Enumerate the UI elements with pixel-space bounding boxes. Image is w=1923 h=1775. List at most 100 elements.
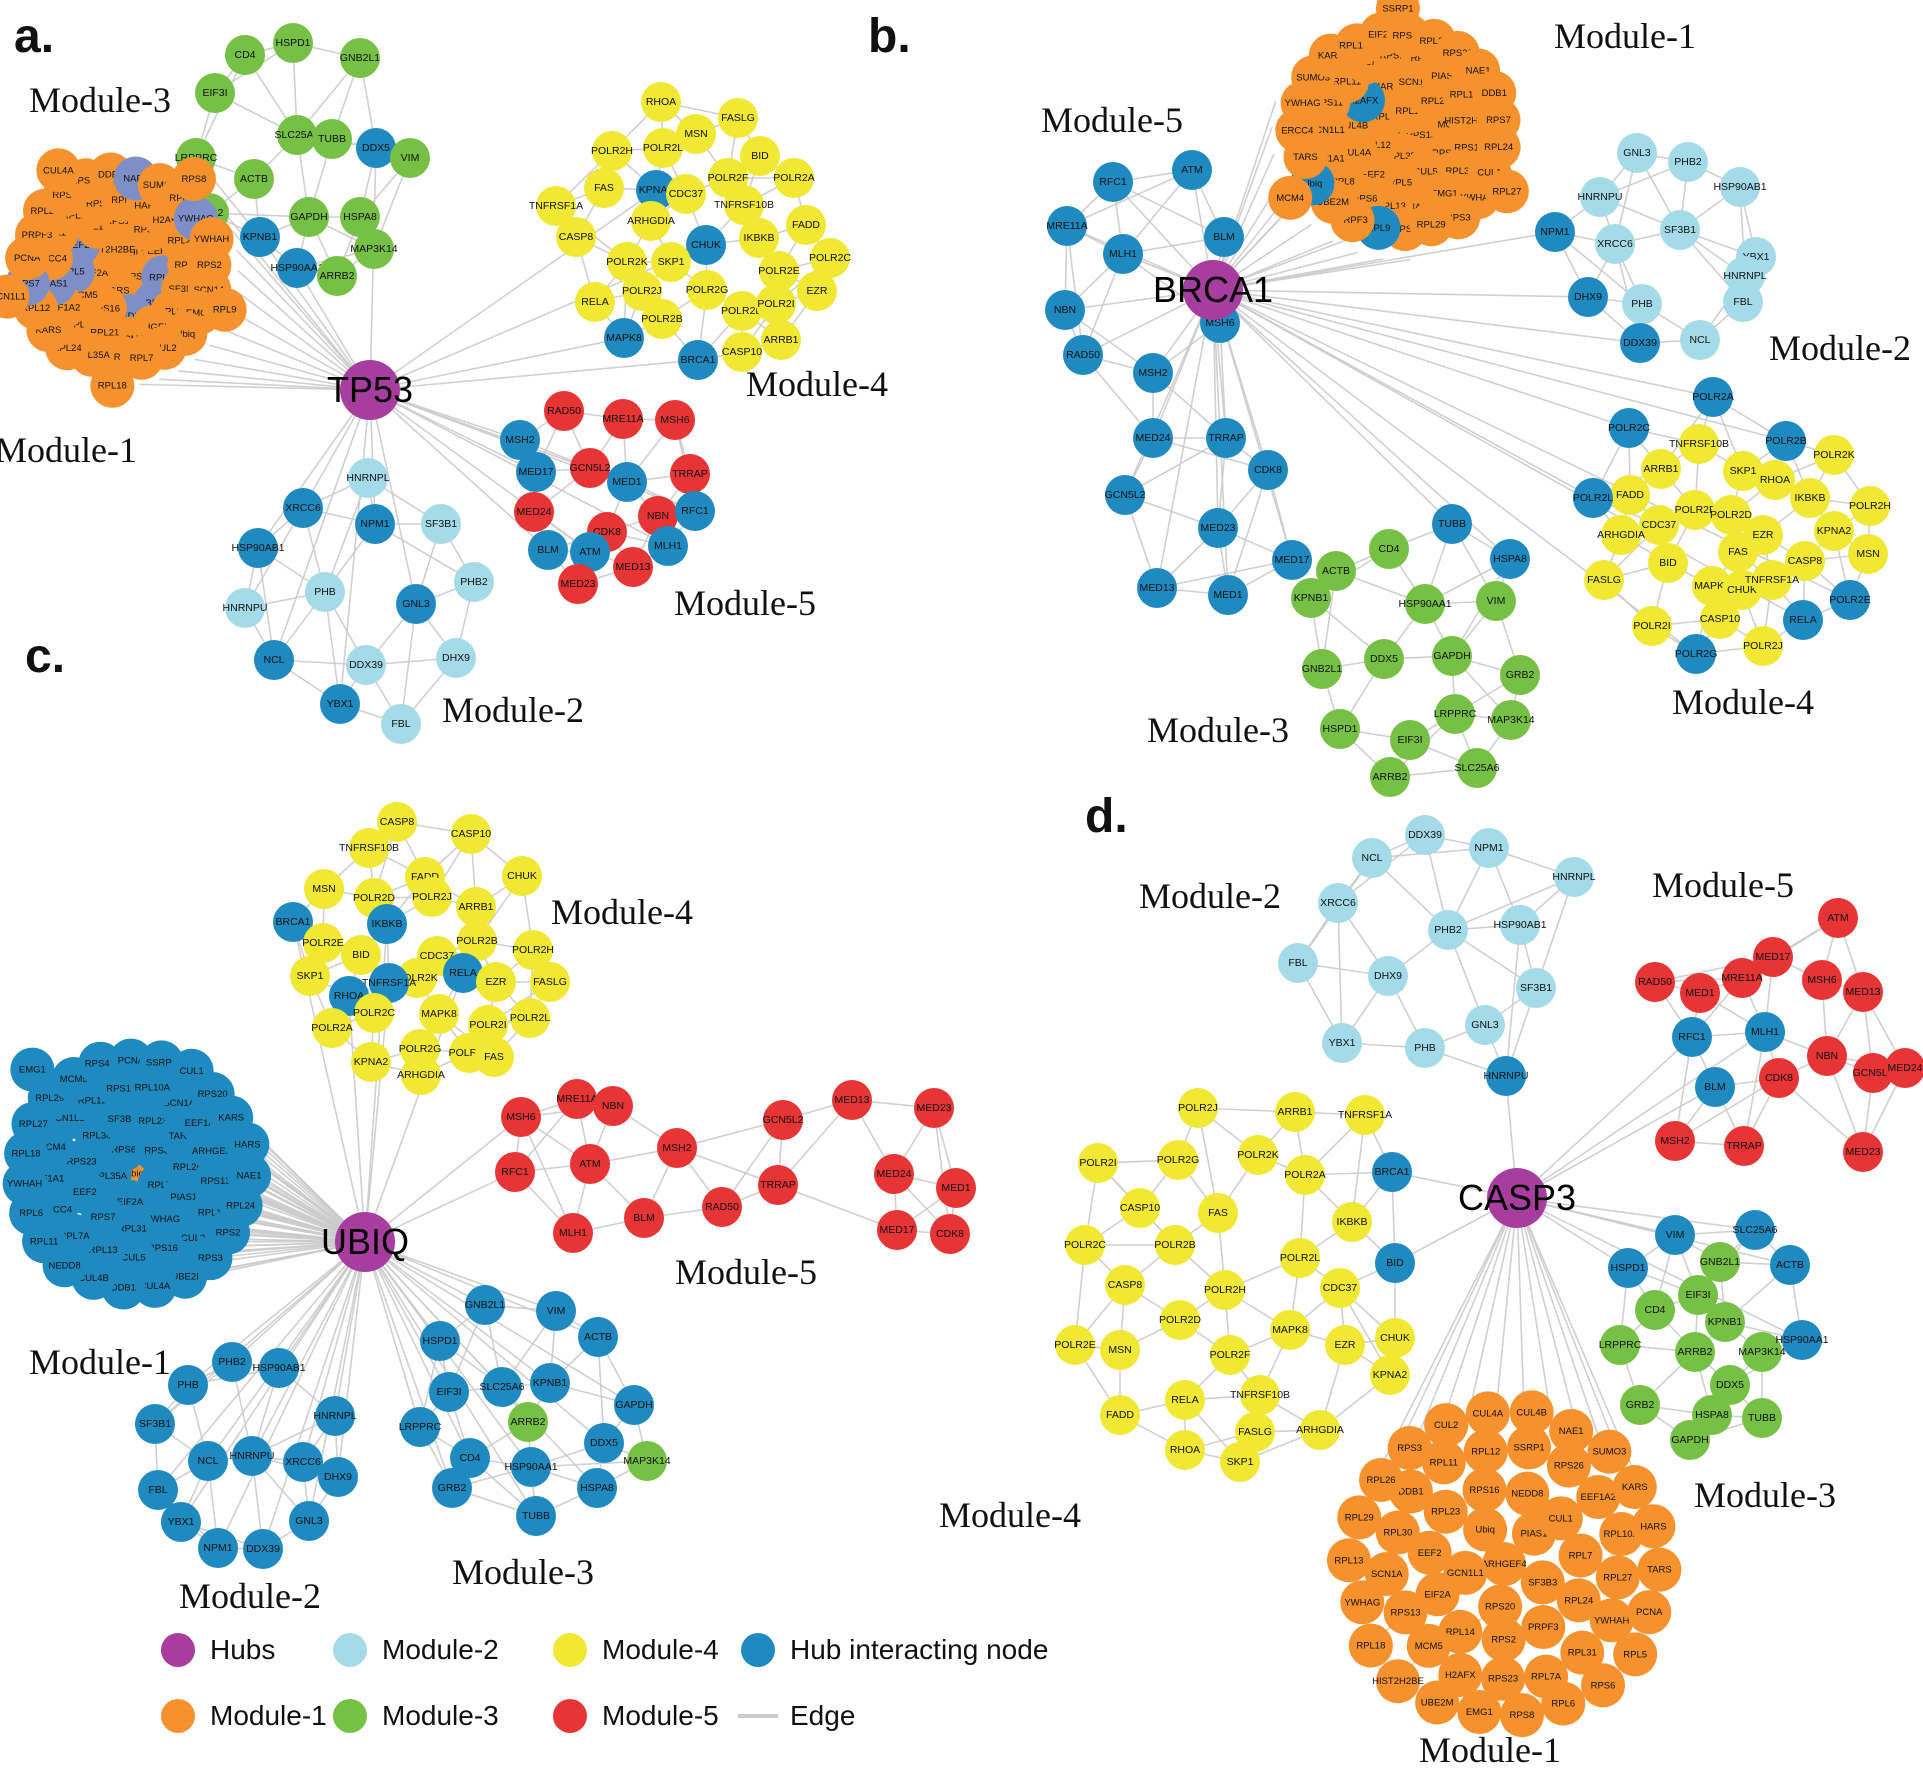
node-ARRB2[interactable]: ARRB2: [1675, 1332, 1715, 1372]
node-RPS26[interactable]: RPS26: [1546, 1443, 1591, 1488]
node-POLR2J[interactable]: POLR2J: [1743, 626, 1783, 666]
node-circle-RAD50[interactable]: [1063, 335, 1103, 375]
node-circle-MED23[interactable]: [1843, 1132, 1883, 1172]
node-circle-XRCC6[interactable]: [283, 488, 323, 528]
node-HSP90AB1[interactable]: HSP90AB1: [1493, 905, 1547, 945]
node-circle-EMG1[interactable]: [10, 1047, 55, 1092]
node-circle-POLR2C[interactable]: [354, 993, 394, 1033]
node-circle-MSN[interactable]: [1100, 1330, 1140, 1370]
node-SKP1[interactable]: SKP1: [1723, 451, 1763, 491]
node-EZR[interactable]: EZR: [1325, 1325, 1365, 1365]
node-circle-FBL[interactable]: [381, 704, 421, 744]
node-circle-MED13[interactable]: [613, 547, 653, 587]
node-POLR2L[interactable]: POLR2L: [1280, 1238, 1320, 1278]
node-MLH1[interactable]: MLH1: [648, 526, 688, 566]
node-circle-RPL12[interactable]: [1463, 1429, 1508, 1474]
node-circle-MED13[interactable]: [832, 1080, 872, 1120]
node-circle-RAD50[interactable]: [702, 1187, 742, 1227]
node-EIF3I[interactable]: EIF3I: [1678, 1275, 1718, 1315]
node-circle-EZR[interactable]: [476, 962, 516, 1002]
node-SKP1[interactable]: SKP1: [290, 956, 330, 996]
node-EZR[interactable]: EZR: [797, 271, 837, 311]
node-DDX5[interactable]: DDX5: [1710, 1365, 1750, 1405]
node-MSH2[interactable]: MSH2: [1133, 353, 1173, 393]
node-circle-BRCA1[interactable]: [678, 340, 718, 380]
node-circle-SF3B3[interactable]: [1520, 1560, 1565, 1605]
node-MAPK8[interactable]: MAPK8: [1692, 566, 1732, 606]
node-circle-RPL6[interactable]: [1541, 1681, 1586, 1726]
node-RPL7[interactable]: RPL7: [1558, 1533, 1603, 1578]
node-circle-DHX9[interactable]: [1368, 956, 1408, 996]
node-circle-POLR2F[interactable]: [1210, 1335, 1250, 1375]
node-circle-POLR2I[interactable]: [468, 1005, 508, 1045]
node-circle-PCNA[interactable]: [1627, 1590, 1672, 1635]
node-circle-MSH6[interactable]: [655, 400, 695, 440]
node-circle-GAPDH[interactable]: [289, 197, 329, 237]
node-circle-VIM[interactable]: [1476, 581, 1516, 621]
node-circle-CHUK[interactable]: [502, 856, 542, 896]
node-circle-SF3B1[interactable]: [1516, 968, 1556, 1008]
node-circle-KPNB1[interactable]: [1291, 578, 1331, 618]
node-circle-FAS[interactable]: [1198, 1193, 1238, 1233]
node-POLR2K[interactable]: POLR2K: [1237, 1135, 1279, 1175]
hub-node-UBIQ[interactable]: UBIQ: [321, 1212, 409, 1272]
node-circle-DHX9[interactable]: [436, 638, 476, 678]
node-NBN[interactable]: NBN: [1045, 290, 1085, 330]
node-PHB[interactable]: PHB: [1622, 284, 1662, 324]
node-circle-GCN1L1[interactable]: [0, 274, 30, 319]
node-YWHAH[interactable]: YWHAH: [1589, 1598, 1634, 1643]
node-POLR2E[interactable]: POLR2E: [1054, 1325, 1096, 1365]
node-circle-HSPD1[interactable]: [273, 23, 313, 63]
node-MED24[interactable]: MED24: [1885, 1048, 1923, 1088]
node-CASP10[interactable]: CASP10: [1700, 599, 1740, 639]
node-circle-POLR2B[interactable]: [457, 921, 497, 961]
node-RPS16[interactable]: RPS16: [1462, 1468, 1507, 1513]
node-NPM1[interactable]: NPM1: [198, 1528, 238, 1568]
node-ATM[interactable]: ATM: [570, 532, 610, 572]
node-POLR2K[interactable]: POLR2K: [1813, 435, 1855, 475]
node-circle-RPS6[interactable]: [1581, 1663, 1626, 1708]
node-RPS2[interactable]: RPS2: [1481, 1617, 1526, 1662]
node-circle-NAE1[interactable]: [1549, 1408, 1594, 1453]
node-circle-RELA[interactable]: [575, 282, 615, 322]
node-RHOA[interactable]: RHOA: [1165, 1430, 1205, 1470]
node-MED23[interactable]: MED23: [914, 1088, 954, 1128]
node-RPL18[interactable]: RPL18: [90, 363, 135, 408]
node-circle-MAP3K14[interactable]: [354, 229, 394, 269]
node-EEF1A2[interactable]: EEF1A2: [1576, 1475, 1621, 1520]
node-PHB[interactable]: PHB: [305, 572, 345, 612]
node-circle-RPL26[interactable]: [1359, 1457, 1404, 1502]
node-MSH2[interactable]: MSH2: [500, 420, 540, 460]
node-circle-FASLG[interactable]: [1235, 1412, 1275, 1452]
node-MED24[interactable]: MED24: [514, 492, 554, 532]
node-GCN5L2[interactable]: GCN5L2: [570, 448, 611, 488]
node-circle-POLR2E[interactable]: [1830, 580, 1870, 620]
node-circle-DDX39[interactable]: [346, 645, 386, 685]
node-POLR2I[interactable]: POLR2I: [468, 1005, 508, 1045]
node-POLR2H[interactable]: POLR2H: [1204, 1270, 1246, 1310]
node-circle-EEF2[interactable]: [1407, 1530, 1452, 1575]
node-TRRAP[interactable]: TRRAP: [758, 1165, 798, 1205]
node-circle-RPS2[interactable]: [1481, 1617, 1526, 1662]
node-circle-CASP8[interactable]: [556, 217, 596, 257]
node-NPM1[interactable]: NPM1: [1469, 828, 1509, 868]
node-IKBKB[interactable]: IKBKB: [1332, 1202, 1372, 1242]
node-circle-POLR2K[interactable]: [1814, 435, 1854, 475]
node-circle-HNRNPU[interactable]: [1486, 1056, 1526, 1096]
node-RPL24[interactable]: RPL24: [1556, 1578, 1601, 1623]
node-FASLG[interactable]: FASLG: [530, 962, 570, 1002]
node-EZR[interactable]: EZR: [476, 962, 516, 1002]
node-RPS8[interactable]: RPS8: [1499, 1693, 1544, 1738]
node-MED13[interactable]: MED13: [1137, 568, 1177, 608]
node-RPL11[interactable]: RPL11: [1421, 1440, 1466, 1485]
node-circle-MAP3K14[interactable]: [627, 1441, 667, 1481]
node-TNFRSF10B[interactable]: TNFRSF10B: [714, 185, 774, 225]
node-MED13[interactable]: MED13: [613, 547, 653, 587]
node-RPS20[interactable]: RPS20: [1478, 1584, 1523, 1629]
node-circle-BLM[interactable]: [528, 530, 568, 570]
node-BID[interactable]: BID: [341, 935, 381, 975]
node-circle-RAD50[interactable]: [1635, 962, 1675, 1002]
node-circle-GCN5L2[interactable]: [570, 448, 610, 488]
node-circle-RPL11[interactable]: [1421, 1440, 1466, 1485]
node-circle-XRCC6[interactable]: [1318, 883, 1358, 923]
